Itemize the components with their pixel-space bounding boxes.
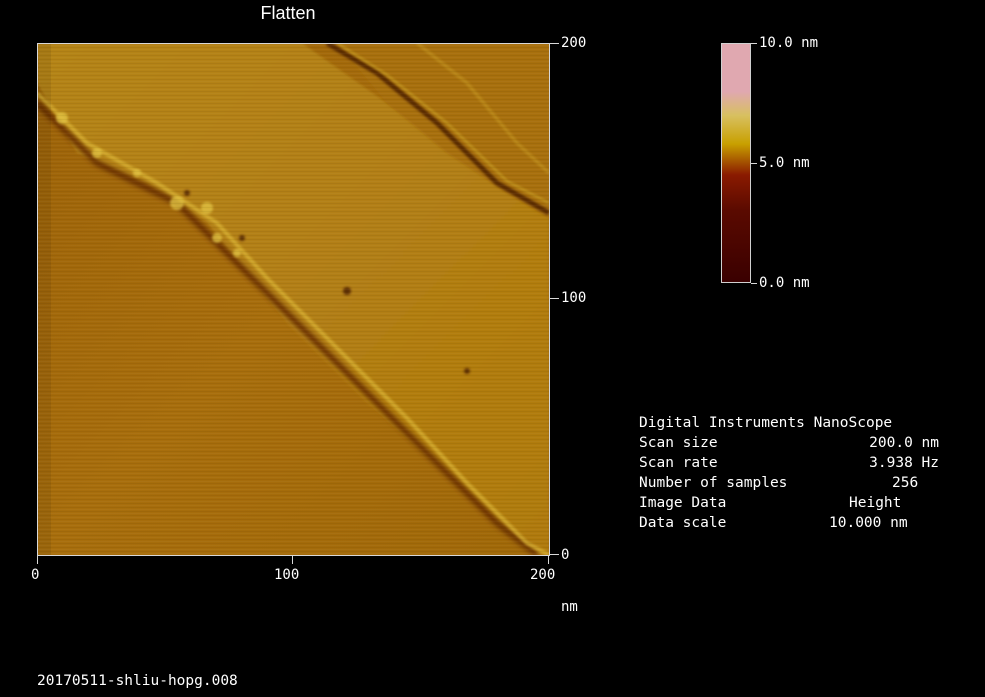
- info-row-image-data: Image Data Height: [639, 493, 959, 513]
- info-value: 256: [892, 475, 919, 491]
- x-tick-label-200: 200: [530, 567, 556, 583]
- colorbar-tick-top: [751, 43, 757, 44]
- info-row-scan-rate: Scan rate 3.938 Hz: [639, 453, 959, 473]
- x-axis-unit: nm: [561, 599, 578, 615]
- info-label: Image Data: [639, 495, 727, 511]
- info-label: Data scale: [639, 515, 727, 531]
- scan-info-panel: Digital Instruments NanoScope Scan size …: [639, 413, 959, 533]
- y-tick-label-200: 200: [561, 35, 587, 51]
- colorbar-label-max: 10.0 nm: [759, 35, 819, 51]
- info-label: Number of samples: [639, 475, 788, 491]
- colorbar-tick-bottom: [751, 283, 757, 284]
- info-value: 10.000 nm: [829, 515, 908, 531]
- y-tick-label-100: 100: [561, 290, 587, 306]
- colorbar-label-min: 0.0 nm: [759, 275, 810, 291]
- image-title: Flatten: [260, 3, 316, 23]
- info-value: 3.938 Hz: [869, 455, 939, 471]
- info-heading-row: Digital Instruments NanoScope: [639, 413, 959, 433]
- colorbar-tick-mid: [751, 163, 757, 164]
- info-heading: Digital Instruments NanoScope: [639, 415, 893, 431]
- info-value: Height: [849, 495, 902, 511]
- info-label: Scan size: [639, 435, 718, 451]
- afm-image-canvas: [37, 43, 549, 555]
- file-name: 20170511-shliu-hopg.008: [37, 673, 238, 689]
- info-row-data-scale: Data scale 10.000 nm: [639, 513, 959, 533]
- y-tick-mark-0: [549, 554, 559, 555]
- x-tick-label-100: 100: [274, 567, 300, 583]
- x-tick-label-0: 0: [31, 567, 40, 583]
- y-tick-label-0: 0: [561, 547, 570, 563]
- colorbar-label-mid: 5.0 nm: [759, 155, 810, 171]
- y-tick-mark-200: [549, 43, 559, 44]
- afm-height-image[interactable]: [37, 43, 549, 555]
- x-tick-mark-0: [37, 555, 38, 564]
- x-tick-mark-200: [548, 555, 549, 564]
- info-row-samples: Number of samples 256: [639, 473, 959, 493]
- y-tick-mark-100: [549, 298, 559, 299]
- info-row-scan-size: Scan size 200.0 nm: [639, 433, 959, 453]
- x-tick-mark-100: [292, 555, 293, 564]
- info-label: Scan rate: [639, 455, 718, 471]
- info-value: 200.0 nm: [869, 435, 939, 451]
- height-color-scale: [721, 43, 751, 283]
